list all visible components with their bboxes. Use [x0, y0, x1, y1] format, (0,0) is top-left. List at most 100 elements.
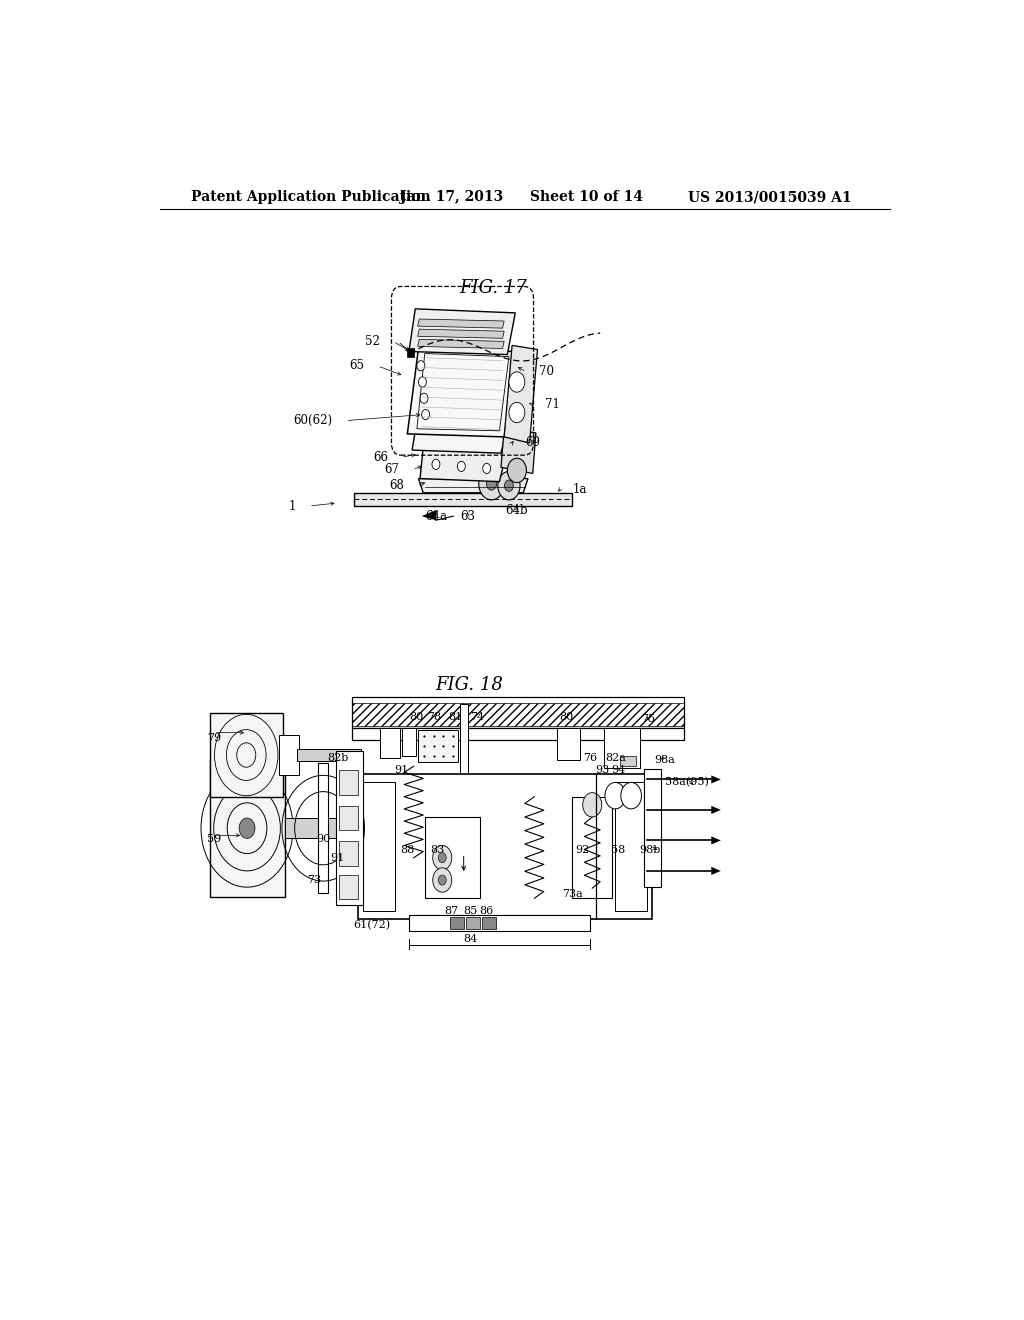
Polygon shape	[420, 447, 507, 482]
Text: 52: 52	[366, 335, 380, 348]
Bar	[279, 735, 299, 775]
Polygon shape	[412, 430, 506, 453]
Text: 75: 75	[642, 714, 655, 725]
Text: 64a: 64a	[425, 510, 446, 523]
Bar	[401, 727, 416, 756]
Polygon shape	[419, 479, 528, 492]
Bar	[615, 783, 647, 911]
Polygon shape	[418, 339, 504, 348]
Text: 78: 78	[427, 713, 441, 722]
Text: 64b: 64b	[506, 503, 528, 516]
Circle shape	[505, 480, 513, 491]
Polygon shape	[418, 319, 504, 329]
Text: 84: 84	[464, 935, 478, 944]
Text: 58: 58	[611, 845, 626, 854]
Text: 91: 91	[331, 853, 345, 863]
Text: FIG. 18: FIG. 18	[435, 676, 503, 694]
Bar	[604, 727, 640, 768]
Circle shape	[486, 477, 497, 490]
Polygon shape	[422, 510, 436, 520]
Circle shape	[509, 403, 525, 422]
Text: 58a(95): 58a(95)	[665, 777, 709, 788]
Bar	[352, 704, 684, 726]
Bar	[285, 818, 358, 838]
Text: 98b: 98b	[640, 845, 660, 854]
Polygon shape	[408, 348, 515, 437]
Text: 88: 88	[400, 845, 415, 854]
Polygon shape	[712, 805, 721, 814]
Circle shape	[482, 463, 490, 474]
Text: 1a: 1a	[572, 483, 587, 496]
Circle shape	[438, 875, 446, 886]
Bar	[572, 797, 612, 899]
Text: 61(72): 61(72)	[353, 920, 390, 929]
Bar	[419, 730, 458, 762]
Bar	[425, 817, 480, 899]
Bar	[409, 915, 590, 931]
Text: 60(62): 60(62)	[294, 414, 333, 428]
Text: US 2013/0015039 A1: US 2013/0015039 A1	[688, 190, 852, 205]
Text: 68: 68	[389, 479, 404, 492]
Text: 79: 79	[207, 733, 221, 743]
Text: 67: 67	[384, 463, 399, 477]
Bar	[380, 727, 400, 758]
Text: 81: 81	[447, 713, 462, 722]
Circle shape	[621, 783, 641, 809]
Polygon shape	[712, 775, 721, 784]
Bar	[210, 759, 285, 898]
Bar	[318, 763, 328, 894]
Text: 73a: 73a	[562, 890, 583, 899]
Bar	[362, 783, 394, 911]
Circle shape	[438, 853, 446, 863]
Bar	[336, 751, 362, 906]
Bar	[451, 916, 465, 929]
Circle shape	[507, 458, 526, 483]
Text: 74: 74	[470, 713, 484, 722]
Text: 93: 93	[595, 766, 609, 775]
Bar	[352, 727, 684, 739]
Bar	[339, 771, 358, 795]
Text: Patent Application Publication: Patent Application Publication	[191, 190, 431, 205]
Circle shape	[420, 393, 428, 404]
Text: 92: 92	[574, 845, 589, 854]
Circle shape	[583, 792, 602, 817]
Text: 70: 70	[539, 366, 554, 379]
Bar	[466, 916, 480, 929]
Polygon shape	[504, 346, 538, 444]
Polygon shape	[712, 837, 721, 845]
Bar	[210, 713, 283, 797]
Bar	[557, 727, 581, 760]
Circle shape	[433, 867, 452, 892]
Circle shape	[422, 409, 430, 420]
Bar	[620, 756, 636, 766]
Circle shape	[419, 378, 426, 387]
Text: 73: 73	[306, 875, 321, 884]
Polygon shape	[501, 429, 536, 474]
Text: 80: 80	[410, 713, 424, 722]
Circle shape	[432, 459, 440, 470]
Text: 98a: 98a	[654, 755, 675, 766]
Text: 87: 87	[444, 906, 459, 916]
Text: Sheet 10 of 14: Sheet 10 of 14	[530, 190, 643, 205]
Bar	[358, 775, 652, 919]
Text: 82a: 82a	[605, 754, 626, 763]
Bar	[482, 916, 497, 929]
Text: 71: 71	[546, 397, 560, 411]
Text: 94: 94	[611, 766, 626, 775]
Text: 66: 66	[374, 450, 388, 463]
Text: 85: 85	[464, 906, 478, 916]
Text: 69: 69	[524, 437, 540, 450]
Bar	[297, 748, 360, 762]
Circle shape	[433, 846, 452, 870]
Bar	[339, 805, 358, 830]
Bar	[354, 492, 572, 506]
Bar	[339, 875, 358, 899]
Text: 91: 91	[394, 766, 409, 775]
Text: 65: 65	[349, 359, 365, 372]
Bar	[352, 697, 684, 727]
Circle shape	[605, 783, 626, 809]
Bar	[644, 770, 662, 887]
Text: 83: 83	[430, 845, 444, 854]
Circle shape	[479, 467, 504, 500]
Polygon shape	[409, 309, 515, 355]
